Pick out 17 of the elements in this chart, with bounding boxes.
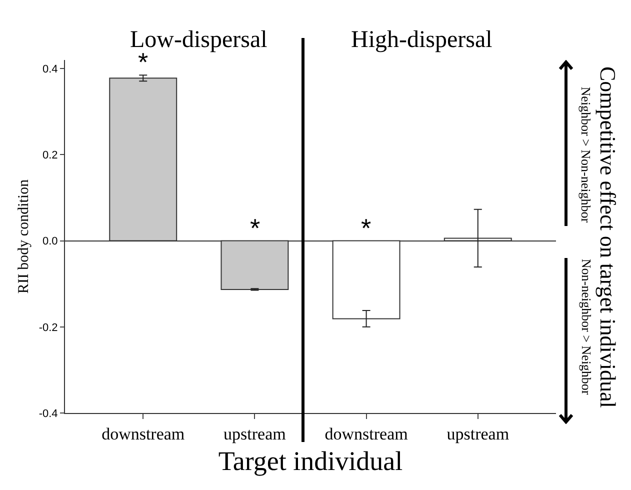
y-tick-label: 0.4 bbox=[42, 63, 58, 76]
x-axis-title: Target individual bbox=[218, 446, 403, 476]
x-tick-label: upstream bbox=[446, 424, 510, 444]
data-label: * bbox=[250, 213, 260, 243]
x-tick-label: downstream bbox=[102, 424, 185, 444]
text: Neighbor > Non-neighbor bbox=[578, 86, 594, 224]
x-tick-label: upstream bbox=[224, 424, 286, 444]
x-tick-label: downstream bbox=[324, 424, 408, 444]
y-tick-label: -0.2 bbox=[38, 322, 58, 334]
y-axis-title: RII body condition bbox=[16, 178, 32, 294]
y-tick-label: 0.2 bbox=[42, 150, 58, 162]
text: Competitive effect on target individual bbox=[596, 66, 620, 408]
data-label: * bbox=[361, 213, 372, 243]
text: High-dispersal bbox=[351, 27, 493, 53]
y-tick-label: -0.4 bbox=[38, 408, 58, 420]
y-tick-label: 0.0 bbox=[42, 236, 58, 248]
text: Non-neighbor > Neighbor bbox=[578, 258, 594, 396]
